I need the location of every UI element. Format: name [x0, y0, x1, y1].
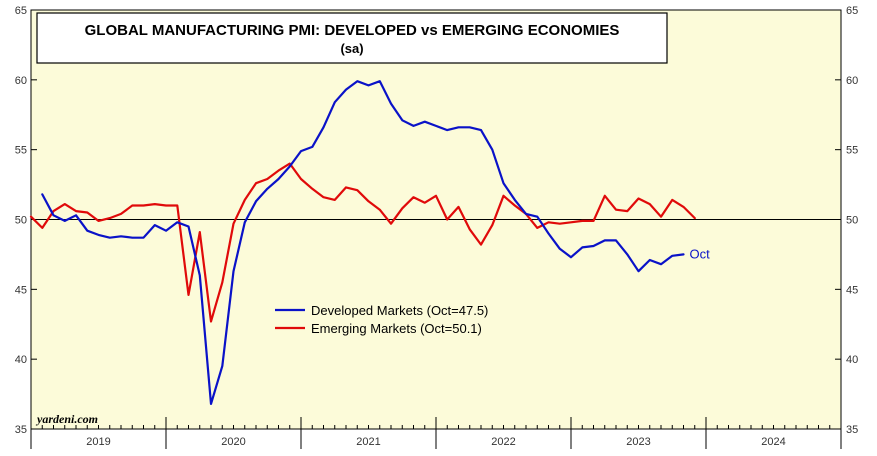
y-axis-right: 35 40 45 50 55 60 65	[835, 5, 858, 436]
y-tick-label-right: 55	[846, 145, 858, 157]
x-year-label: 2024	[761, 436, 785, 448]
y-tick-label-left: 65	[15, 5, 27, 17]
y-tick-label-left: 35	[15, 424, 27, 436]
y-tick-label-left: 60	[15, 75, 27, 87]
x-year-label: 2019	[86, 436, 110, 448]
series-group: Oct	[29, 80, 711, 405]
y-tick-label-left: 50	[15, 215, 27, 227]
series-line-emerging	[29, 162, 696, 323]
y-tick-label-right: 60	[846, 75, 858, 87]
y-tick-label-left: 45	[15, 284, 27, 296]
source-label: yardeni.com	[35, 412, 98, 426]
legend: Developed Markets (Oct=47.5) Emerging Ma…	[275, 303, 488, 336]
x-year-label: 2020	[221, 436, 245, 448]
title-box	[36, 12, 668, 64]
y-tick-label-right: 50	[846, 215, 858, 227]
legend-label-developed: Developed Markets (Oct=47.5)	[311, 303, 488, 318]
y-tick-label-left: 55	[15, 145, 27, 157]
x-axis: 2019 2020 2021 2022 2023 2024	[30, 417, 842, 449]
y-tick-label-right: 35	[846, 424, 858, 436]
series-line-developed	[41, 80, 685, 405]
x-year-label: 2023	[626, 436, 650, 448]
chart-title: GLOBAL MANUFACTURING PMI: DEVELOPED vs E…	[85, 22, 620, 39]
legend-label-emerging: Emerging Markets (Oct=50.1)	[311, 321, 482, 336]
y-tick-label-right: 65	[846, 5, 858, 17]
y-tick-label-right: 45	[846, 284, 858, 296]
y-tick-label-left: 40	[15, 354, 27, 366]
y-tick-label-right: 40	[846, 354, 858, 366]
chart-subtitle: (sa)	[340, 41, 363, 56]
x-year-label: 2022	[491, 436, 515, 448]
x-year-label: 2021	[356, 436, 380, 448]
end-label-developed: Oct	[690, 246, 711, 261]
